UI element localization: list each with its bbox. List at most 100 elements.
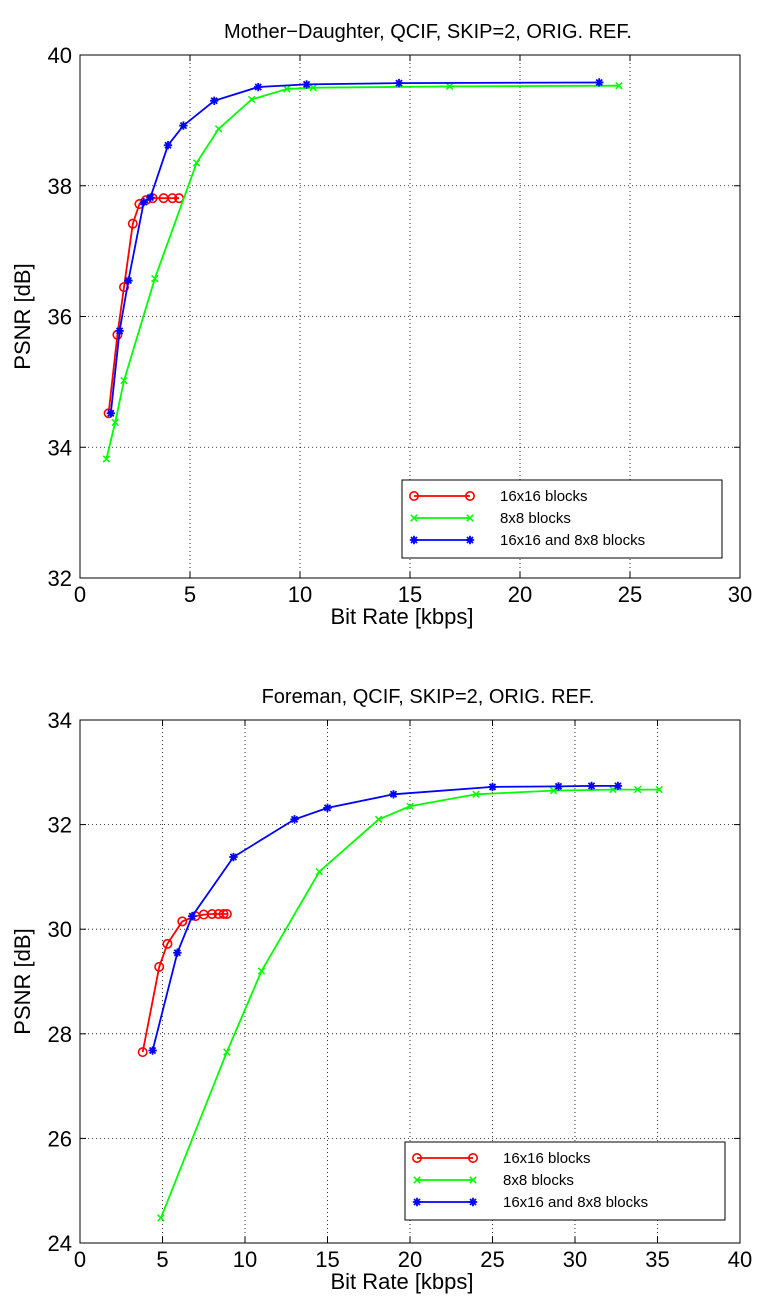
data-point (554, 782, 563, 791)
data-point (111, 418, 119, 427)
data-point (302, 80, 311, 89)
y-tick-label: 40 (48, 43, 72, 68)
data-point (655, 785, 663, 794)
legend-item: 8x8 blocks (410, 510, 571, 527)
legend-item: 16x16 blocks (411, 1150, 591, 1167)
chart-title: Foreman, QCIF, SKIP=2, ORIG. REF. (262, 686, 595, 708)
data-point (137, 1047, 148, 1058)
series-line (107, 197, 179, 414)
x-tick-label: 25 (480, 1247, 504, 1272)
legend: 16x16 blocks 8x8 blocks 16x16 and 8x8 bloc… (401, 479, 723, 559)
legend-marker (469, 1176, 477, 1184)
legend-marker (466, 514, 474, 522)
data-point (192, 159, 201, 167)
data-point (218, 909, 229, 920)
x-tick-label: 10 (233, 1247, 257, 1272)
legend-marker (467, 1153, 478, 1164)
data-point (177, 916, 188, 927)
y-tick-label: 34 (48, 435, 72, 460)
data-point (283, 85, 291, 93)
x-tick-label: 15 (398, 582, 422, 607)
legend-label: 16x16 and 8x8 blocks (503, 1194, 648, 1211)
data-point (587, 781, 596, 791)
data-point (613, 781, 623, 791)
legend-marker (408, 490, 419, 501)
data-point (214, 125, 223, 133)
x-tick-label: 5 (156, 1247, 168, 1272)
data-point (162, 938, 173, 949)
x-tick-label: 30 (563, 1247, 587, 1272)
x-tick-label: 15 (315, 1247, 339, 1272)
legend-item: 16x16 and 8x8 blocks (409, 532, 645, 549)
x-axis-label: Bit Rate [kbps] (330, 1269, 473, 1294)
y-axis-label: PSNR [dB] (10, 928, 35, 1034)
legend-label: 8x8 blocks (500, 510, 571, 527)
legend-marker (412, 1197, 422, 1207)
data-point (210, 96, 219, 105)
data-point (127, 218, 138, 229)
legend-marker (413, 1176, 421, 1184)
data-point (595, 78, 604, 87)
y-tick-label: 32 (48, 566, 72, 591)
x-axis-label: Bit Rate [kbps] (330, 604, 473, 629)
data-point (290, 815, 299, 824)
data-point (148, 1046, 157, 1055)
legend-item: 16x16 blocks (408, 488, 588, 505)
x-tick-label: 10 (288, 582, 312, 607)
x-tick-label: 20 (508, 582, 532, 607)
data-point (221, 909, 232, 920)
legend-label: 16x16 blocks (503, 1150, 591, 1167)
data-point (119, 282, 130, 293)
y-tick-label: 32 (48, 813, 72, 838)
data-point (229, 852, 238, 862)
legend-label: 8x8 blocks (503, 1172, 574, 1189)
chart-title: Mother−Daughter, QCIF, SKIP=2, ORIG. REF… (224, 21, 632, 43)
data-point (394, 78, 404, 88)
y-tick-label: 26 (48, 1126, 72, 1151)
legend-label: 16x16 blocks (500, 488, 588, 505)
data-point (633, 785, 642, 794)
series-line (105, 84, 620, 460)
legend-box (404, 1141, 726, 1221)
data-point (257, 967, 266, 975)
y-tick-label: 28 (48, 1022, 72, 1047)
legend-marker (411, 1153, 422, 1164)
legend-label: 16x16 and 8x8 blocks (500, 532, 645, 549)
x-tick-label: 35 (645, 1247, 669, 1272)
series-line (109, 81, 600, 414)
legend-marker (465, 535, 475, 545)
x-tick-label: 30 (728, 582, 752, 607)
data-point (609, 785, 617, 794)
data-point (115, 326, 124, 336)
data-point (309, 83, 317, 92)
y-tick-label: 36 (48, 305, 72, 330)
data-point (173, 948, 182, 957)
y-tick-label: 38 (48, 174, 72, 199)
data-point (445, 82, 454, 91)
data-point (374, 815, 383, 824)
y-tick-label: 24 (48, 1231, 72, 1256)
data-point (154, 961, 165, 972)
data-point (179, 121, 188, 130)
legend-item: 16x16 and 8x8 blocks (412, 1194, 648, 1211)
data-point (406, 802, 414, 811)
legend-marker (464, 490, 475, 501)
series-3 (148, 781, 623, 1055)
data-point (146, 193, 155, 202)
data-point (167, 193, 178, 204)
chart-1: 0 5 10 15 20 25 30 32 34 36 38 40 Mother−Daughter, Q… (10, 21, 752, 629)
data-point (188, 911, 197, 921)
series-1 (137, 909, 232, 1058)
data-point (157, 1214, 165, 1222)
data-point (323, 803, 332, 813)
legend-item: 8x8 blocks (413, 1172, 574, 1189)
y-axis-label: PSNR [dB] (10, 263, 35, 369)
chart-2: 0 5 10 15 20 25 30 35 40 24 26 28 30 32 34 Foreman, QCI… (10, 686, 752, 1294)
data-point (615, 81, 623, 90)
data-point (223, 1048, 231, 1056)
x-tick-label: 25 (618, 582, 642, 607)
legend-marker (468, 1197, 478, 1207)
data-point (139, 197, 148, 207)
legend: 16x16 blocks 8x8 blocks 16x16 and 8x8 bloc… (404, 1141, 726, 1221)
